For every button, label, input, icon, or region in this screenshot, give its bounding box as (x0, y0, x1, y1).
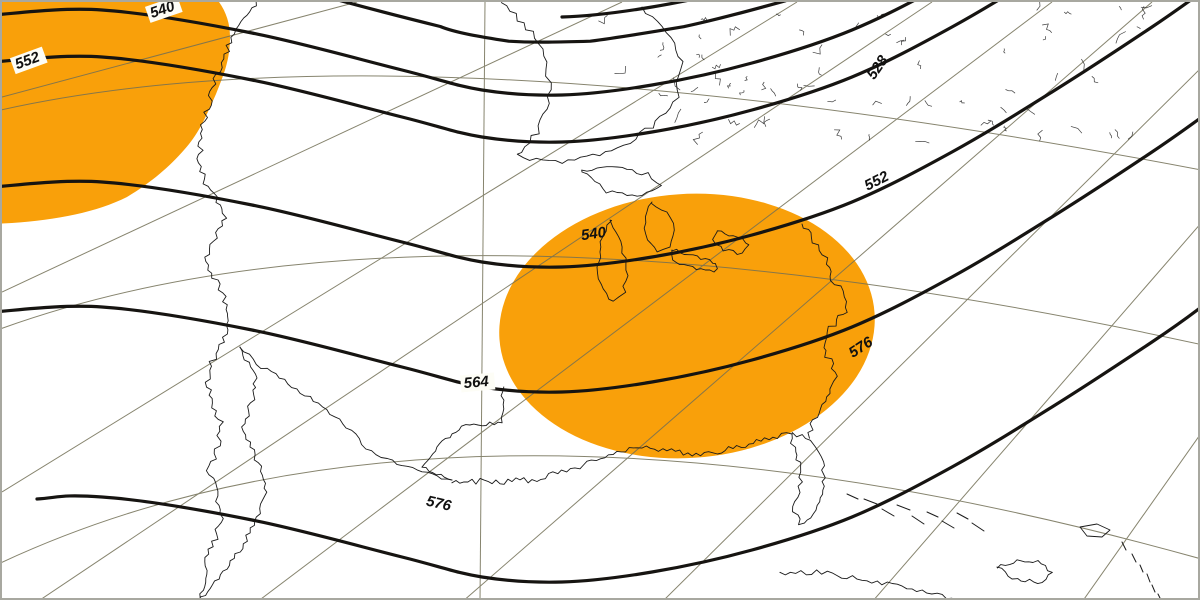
svg-text:564: 564 (463, 373, 490, 392)
svg-text:540: 540 (580, 224, 608, 244)
